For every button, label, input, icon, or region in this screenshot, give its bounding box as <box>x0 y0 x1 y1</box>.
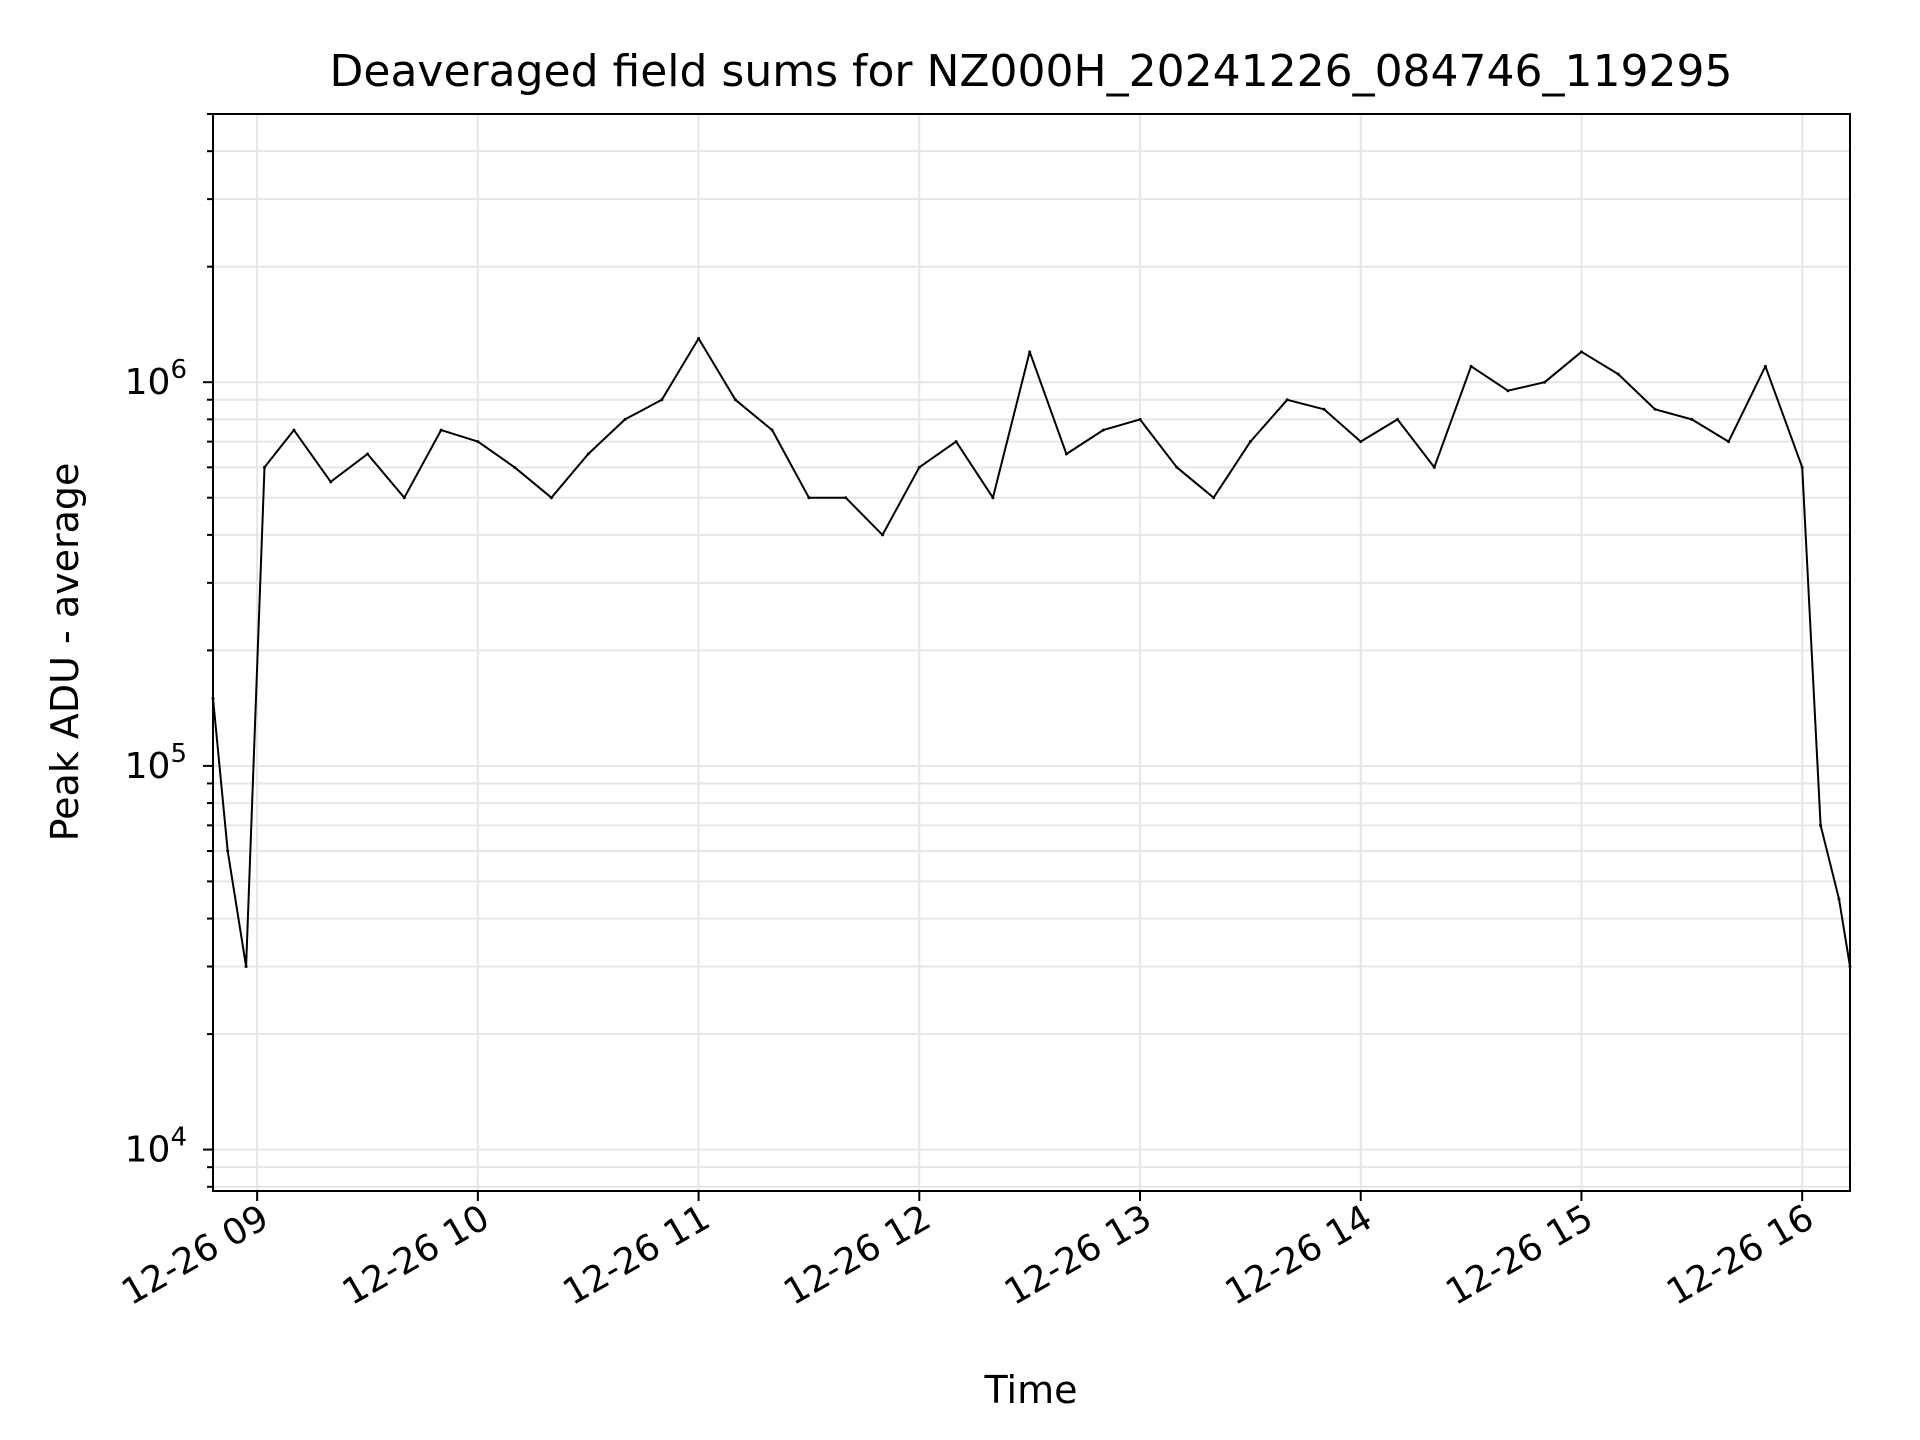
data-point <box>1212 496 1216 500</box>
data-point <box>329 480 333 484</box>
data-point <box>263 465 267 469</box>
data-point <box>513 465 517 469</box>
data-point <box>917 465 921 469</box>
data-point <box>1653 407 1657 411</box>
data-point <box>1248 440 1252 444</box>
data-point <box>1322 407 1326 411</box>
y-tick-exponent: 6 <box>170 355 187 385</box>
chart-title: Deaveraged field sums for NZ000H_2024122… <box>330 46 1733 97</box>
data-point <box>1763 364 1767 368</box>
y-tick-label: 106 <box>125 355 187 403</box>
data-point <box>1819 823 1823 827</box>
y-axis-title: Peak ADU - average <box>43 463 87 842</box>
x-axis-title: Time <box>984 1368 1078 1412</box>
data-point <box>1175 465 1179 469</box>
data-point <box>697 336 701 340</box>
data-point <box>1138 417 1142 421</box>
y-tick-exponent: 4 <box>170 1123 187 1153</box>
data-point <box>1359 440 1363 444</box>
data-point <box>954 440 958 444</box>
data-point <box>549 496 553 500</box>
data-point <box>770 428 774 432</box>
data-point <box>991 496 995 500</box>
data-point <box>1396 417 1400 421</box>
y-tick-base: 10 <box>125 746 171 787</box>
data-point <box>1543 380 1547 384</box>
data-point <box>1800 465 1804 469</box>
data-point <box>1506 389 1510 393</box>
data-point <box>733 398 737 402</box>
series-layer <box>211 336 1852 969</box>
plot-frame <box>212 113 1851 1192</box>
data-point <box>1028 350 1032 354</box>
y-tick-exponent: 5 <box>170 739 187 769</box>
data-point <box>1690 417 1694 421</box>
data-point <box>226 849 230 853</box>
data-point <box>244 965 248 969</box>
data-point <box>292 428 296 432</box>
y-tick-label: 104 <box>125 1123 187 1171</box>
data-point <box>1064 452 1068 456</box>
data-point <box>1285 398 1289 402</box>
data-point <box>1469 364 1473 368</box>
data-point <box>1616 372 1620 376</box>
data-point <box>439 428 443 432</box>
data-point <box>586 452 590 456</box>
data-point <box>660 398 664 402</box>
data-point <box>881 533 885 537</box>
y-tick-base: 10 <box>125 1130 171 1171</box>
data-point <box>402 496 406 500</box>
data-point <box>476 440 480 444</box>
data-point <box>1837 897 1841 901</box>
data-point <box>1727 440 1731 444</box>
data-point <box>1432 465 1436 469</box>
data-point <box>623 417 627 421</box>
y-tick-label: 105 <box>125 739 187 787</box>
data-point <box>1101 428 1105 432</box>
data-point <box>844 496 848 500</box>
data-point <box>807 496 811 500</box>
data-point <box>1579 350 1583 354</box>
y-tick-base: 10 <box>125 362 171 403</box>
data-point <box>366 452 370 456</box>
